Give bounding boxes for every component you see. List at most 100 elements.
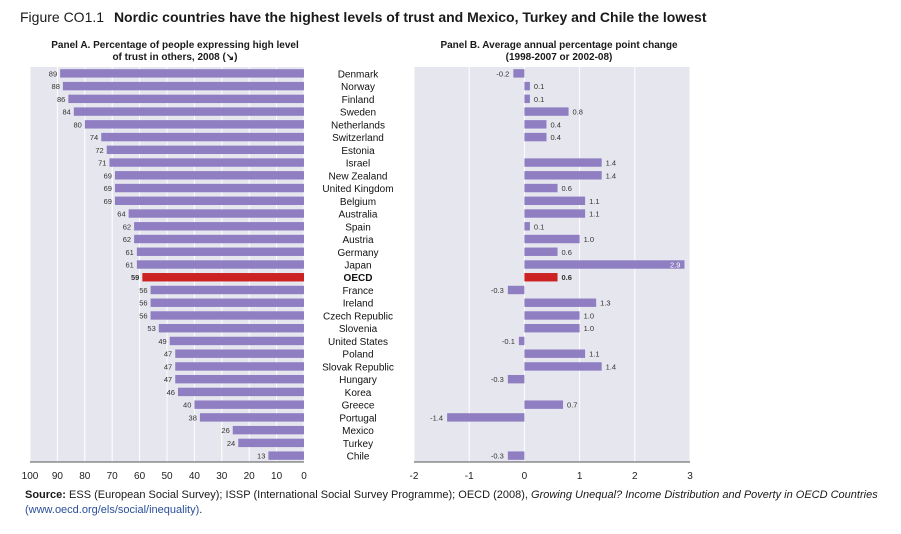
panel-b-data-label: -1.4 [430, 413, 443, 422]
panel-a-bar [150, 311, 304, 320]
country-label: OECD [344, 273, 373, 284]
panel-b-bar [524, 107, 569, 116]
panel-a-data-label: 88 [52, 82, 60, 91]
panel-a-bar [68, 94, 304, 104]
panel-a-data-label: 49 [158, 337, 166, 346]
panel-b-bar [518, 336, 525, 346]
panel-b-data-label: 0.7 [567, 401, 577, 410]
panel-a-data-label: 61 [126, 261, 134, 270]
panel-a-tick-label: 70 [107, 471, 119, 482]
panel-a-data-label: 89 [49, 69, 57, 78]
panel-a-tick-label: 30 [216, 471, 228, 482]
panel-a-bar [136, 247, 304, 256]
panel-b-title-line-1: Panel B. Average annual percentage point… [440, 40, 678, 51]
source-note: Source: ESS (European Social Survey); IS… [25, 488, 885, 518]
panel-a-data-label: 47 [164, 350, 172, 359]
country-label: Slovak Republic [322, 362, 394, 373]
panel-b-bar [524, 247, 558, 256]
country-label: Israel [346, 159, 370, 170]
source-publication: Growing Unequal? Income Distribution and… [531, 489, 878, 501]
panel-a-data-label: 47 [164, 375, 172, 384]
panel-a-title-line-2: of trust in others, 2008 (↘) [112, 52, 238, 63]
panel-a-bar [114, 171, 304, 180]
panel-b-bar [513, 69, 525, 78]
panel-b-data-label: 1.4 [606, 159, 616, 168]
panel-a-data-label: 26 [221, 426, 229, 435]
panel-b-data-label: 0.1 [534, 82, 544, 91]
panel-b-data-label: 1.0 [584, 324, 594, 333]
panel-b-data-label: 1.4 [606, 362, 616, 371]
panel-a-data-label: 56 [139, 311, 147, 320]
panel-a-bar [199, 413, 304, 422]
panel-b-bar [524, 209, 586, 218]
panel-a-data-label: 71 [98, 159, 106, 168]
panel-b-data-label: 1.1 [589, 197, 599, 206]
source-link[interactable]: (www.oecd.org/els/social/inequality) [25, 504, 200, 516]
panel-b-bar [524, 196, 586, 205]
panel-b-data-label: 2.9 [670, 261, 680, 270]
panel-a-data-label: 56 [139, 286, 147, 295]
figure-title: Figure CO1.1 Nordic countries have the h… [20, 9, 706, 25]
country-label: Chile [347, 452, 370, 463]
panel-b-bar [524, 234, 580, 244]
panel-b-data-label: 0.8 [573, 108, 583, 117]
country-label: Norway [341, 82, 375, 93]
panel-a-tick-label: 40 [189, 471, 201, 482]
country-label: United Kingdom [322, 184, 393, 195]
panel-b-data-label: -0.1 [502, 337, 515, 346]
panel-a-data-label: 38 [189, 413, 197, 422]
panel-b-bar [524, 311, 580, 320]
panel-b-bar [524, 158, 602, 167]
panel-a-tick-label: 20 [244, 471, 256, 482]
panel-a-data-label: 69 [104, 171, 112, 180]
panel-a-bar [150, 298, 304, 307]
panel-a-title: Panel A. Percentage of people expressing… [30, 40, 320, 64]
panel-a-bar [128, 209, 304, 218]
country-label: New Zealand [329, 171, 388, 182]
panel-b-bar [524, 94, 530, 104]
panel-b-tick-label: -1 [465, 471, 474, 482]
panel-a-bar [175, 362, 304, 371]
panel-b-data-label: 0.4 [550, 133, 560, 142]
panel-b-data-label: 1.1 [589, 350, 599, 359]
panel-b-bar [524, 400, 564, 409]
panel-a-data-label: 74 [90, 133, 98, 142]
panel-a-bar [62, 81, 304, 91]
figure-heading: Nordic countries have the highest levels… [113, 9, 707, 25]
panel-a-bar [175, 374, 304, 384]
panel-b-data-label: -0.2 [496, 69, 509, 78]
panel-b-data-label: 0.6 [562, 184, 572, 193]
panel-a-tick-label: 50 [161, 471, 173, 482]
panel-b-tick-label: -2 [410, 471, 419, 482]
panel-b-data-label: 1.0 [584, 235, 594, 244]
panel-b-bar [524, 349, 586, 358]
panel-b-bar [524, 132, 547, 142]
country-label: Sweden [340, 108, 376, 119]
panel-a-tick-label: 0 [301, 471, 307, 482]
panel-a-tick-label: 60 [134, 471, 146, 482]
country-label: France [342, 286, 374, 297]
country-label: Portugal [339, 413, 376, 424]
panel-b-data-label: 0.1 [534, 222, 544, 231]
panel-b-tick-label: 2 [632, 471, 638, 482]
panel-a-bar [268, 451, 304, 460]
country-label: Denmark [338, 69, 380, 80]
panel-b-data-label: 0.1 [534, 95, 544, 104]
panel-a-bar [194, 400, 304, 409]
panel-a-bar [232, 425, 304, 435]
panel-b-data-label: 0.4 [550, 120, 560, 129]
panel-b-data-label: 1.1 [589, 210, 599, 219]
country-label: Spain [345, 222, 371, 233]
panel-b-bar [524, 298, 597, 307]
panel-a-bar [109, 158, 305, 167]
source-end: . [199, 504, 203, 516]
country-label: Ireland [343, 299, 374, 310]
panel-b-data-label: -0.3 [491, 286, 504, 295]
country-label: Greece [342, 401, 375, 412]
panel-a-bar [142, 273, 304, 282]
panel-a-bar [136, 260, 304, 269]
panel-a-bar [60, 69, 304, 78]
panel-a-bar [114, 183, 304, 193]
panel-a-bar [177, 387, 304, 397]
panel-b-bar [524, 260, 685, 269]
